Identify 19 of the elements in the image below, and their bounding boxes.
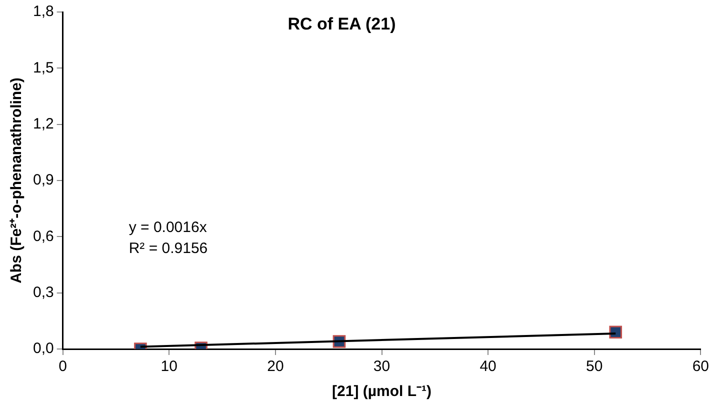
annotation: y = 0.0016x — [128, 219, 208, 236]
x-tick-label: 60 — [692, 358, 709, 376]
y-tick-label: 1,5 — [32, 59, 54, 76]
x-tick-label: 0 — [58, 358, 68, 376]
y-tick-label: 0,9 — [32, 172, 54, 189]
x-tick-label: 20 — [267, 358, 284, 376]
y-axis-title: Abs (Fe²⁺-o-phenanathroline) — [8, 78, 26, 284]
chart-title: RC of EA (21) — [288, 14, 396, 34]
annotation: R² = 0.9156 — [128, 240, 208, 258]
y-tick-label: 0,0 — [32, 340, 54, 358]
y-tick-label: 0,3 — [32, 284, 54, 301]
x-tick-label: 30 — [373, 358, 390, 376]
y-tick-label: 0,6 — [32, 228, 54, 245]
x-tick-label: 50 — [586, 358, 603, 376]
y-tick-label: 1,8 — [32, 3, 54, 20]
x-axis-title: [21] (µmol L⁻¹) — [332, 383, 432, 400]
y-tick-label: 1,2 — [32, 115, 54, 132]
x-tick-label: 40 — [480, 358, 496, 376]
x-tick-label: 10 — [160, 358, 178, 376]
